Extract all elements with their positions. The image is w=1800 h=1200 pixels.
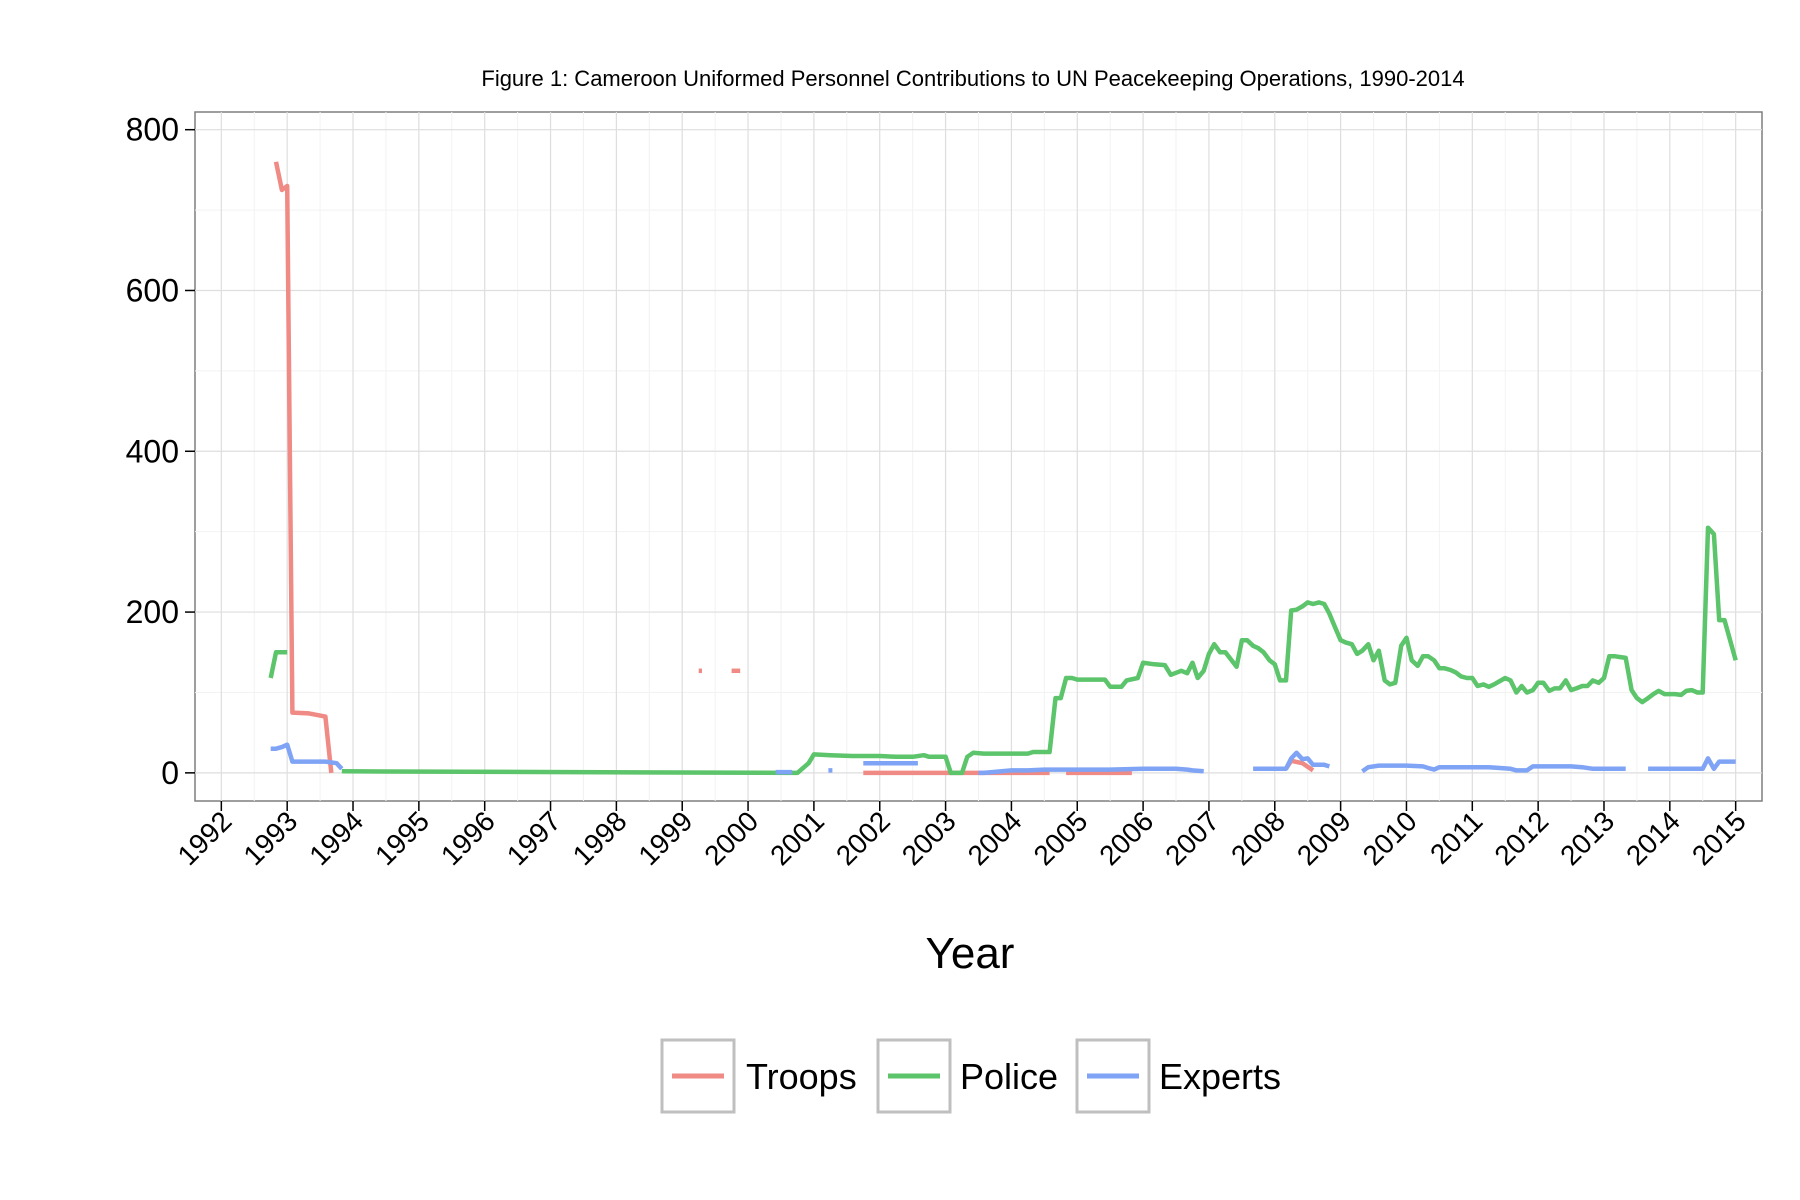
x-tick-label: 2008 <box>1225 805 1291 871</box>
legend-label-troops: Troops <box>746 1056 857 1097</box>
x-tick-label: 2009 <box>1291 805 1357 871</box>
x-tick-label: 2011 <box>1424 805 1489 870</box>
series-line-experts <box>978 766 1204 776</box>
x-tick-label: 2014 <box>1620 805 1686 871</box>
series-line-experts <box>1253 750 1331 772</box>
x-tick-label: 2000 <box>698 805 764 871</box>
legend-label-police: Police <box>960 1056 1058 1097</box>
x-tick-label: 2006 <box>1093 805 1159 871</box>
legend-label-experts: Experts <box>1159 1056 1281 1097</box>
x-tick-label: 1997 <box>501 805 567 871</box>
y-tick-label: 400 <box>126 433 179 469</box>
y-axis: 0 200 400 600 800 <box>126 112 195 791</box>
x-tick-label: 2010 <box>1357 805 1423 871</box>
x-tick-label: 2004 <box>962 805 1028 871</box>
series-line-experts <box>1361 763 1626 774</box>
x-tick-label: 1999 <box>632 805 698 871</box>
x-tick-label: 2002 <box>830 805 896 871</box>
series-line-troops <box>273 161 334 774</box>
series-line-experts <box>1648 756 1736 772</box>
x-tick-label: 1996 <box>435 805 501 871</box>
x-axis-label: Year <box>926 929 1015 978</box>
x-tick-label: 2007 <box>1159 805 1225 871</box>
x-tick-label: 1994 <box>303 805 369 871</box>
y-tick-label: 600 <box>126 272 179 308</box>
x-tick-label: 1998 <box>567 805 633 871</box>
series-line-police <box>268 650 288 679</box>
x-tick-label: 2013 <box>1554 805 1620 871</box>
x-axis: 1992 1993 1994 1995 1996 1997 1998 1999 2000 2001… <box>172 801 1752 871</box>
chart-title: Figure 1: Cameroon Uniformed Personnel C… <box>481 66 1464 91</box>
x-tick-label: 2001 <box>764 805 830 871</box>
x-tick-label: 1995 <box>369 805 435 871</box>
x-tick-label: 1992 <box>172 805 238 871</box>
series-lines <box>268 161 1738 776</box>
grid-lines <box>195 112 1762 801</box>
x-tick-label: 2003 <box>896 805 962 871</box>
x-tick-label: 1993 <box>237 805 303 871</box>
y-tick-label: 800 <box>126 112 179 148</box>
x-tick-label: 2012 <box>1488 805 1554 871</box>
y-tick-label: 200 <box>126 594 179 630</box>
series-line-police <box>341 525 1738 776</box>
series-line-experts <box>270 742 344 771</box>
x-tick-label: 2005 <box>1028 805 1094 871</box>
legend: Troops Police Experts <box>660 1038 1281 1114</box>
y-tick-label: 0 <box>161 755 179 791</box>
x-tick-label: 2015 <box>1686 805 1752 871</box>
